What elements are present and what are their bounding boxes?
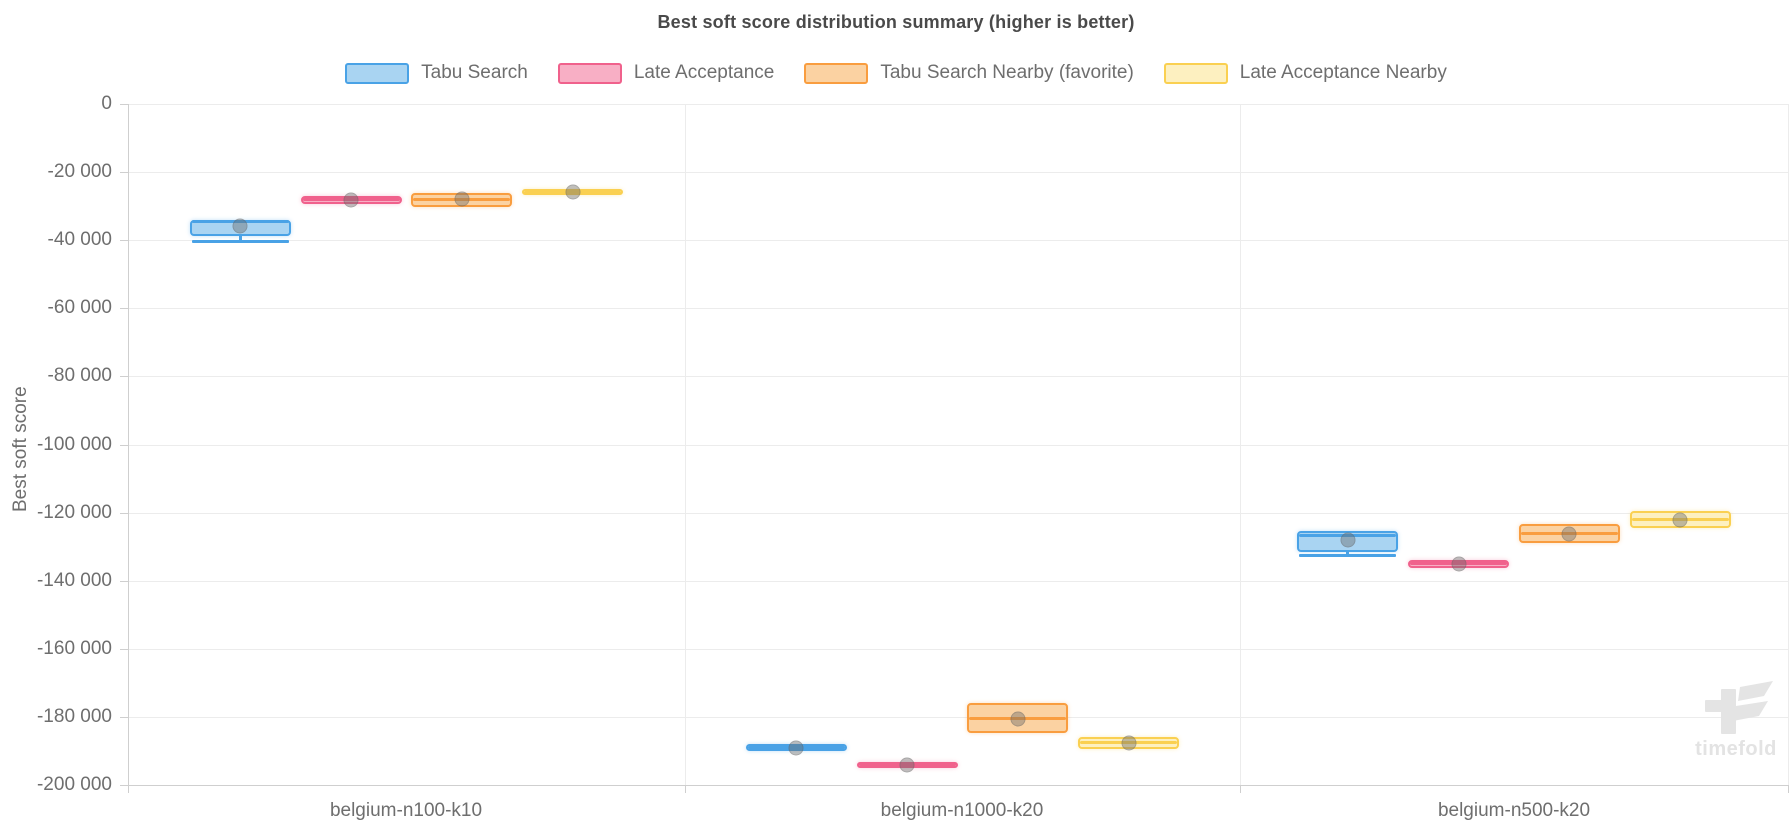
legend-item-tabu-search[interactable]: Tabu Search	[345, 62, 528, 84]
y-axis-tick	[120, 376, 128, 378]
y-axis-tick	[120, 240, 128, 242]
category-label-1: belgium-n100-k10	[329, 800, 483, 821]
mean-dot	[1340, 532, 1356, 548]
panel-separator	[1240, 104, 1241, 785]
y-axis-tick	[120, 512, 128, 514]
gridline	[128, 104, 1788, 105]
box-whisker-line	[1346, 552, 1350, 555]
timefold-watermark: timefold	[1686, 680, 1786, 761]
y-tick-label: -80 000	[47, 365, 112, 387]
x-axis-tick	[1240, 785, 1241, 793]
gridline	[128, 444, 1788, 446]
mean-dot	[1561, 526, 1577, 542]
y-tick-label: 0	[101, 93, 112, 114]
y-tick-label: -200 000	[36, 774, 112, 795]
legend-label: Tabu Search	[421, 62, 528, 83]
gridline	[128, 716, 1788, 718]
y-axis-tick	[120, 104, 128, 105]
gridline	[128, 308, 1788, 310]
y-axis-tick	[120, 308, 128, 310]
y-tick-label: -180 000	[36, 705, 112, 727]
category-label-3: belgium-n500-k20	[1437, 800, 1591, 821]
legend-item-late-acceptance-nearby[interactable]: Late Acceptance Nearby	[1163, 62, 1447, 84]
y-tick-label: -160 000	[36, 637, 112, 659]
panel-separator	[1788, 104, 1789, 785]
legend-swatch-late-acceptance-nearby	[1163, 62, 1228, 84]
box-whisker-cap	[191, 239, 289, 243]
gridline	[128, 648, 1788, 650]
gridline	[128, 580, 1788, 582]
mean-dot	[1672, 512, 1688, 528]
gridline	[128, 172, 1788, 174]
y-axis-line	[128, 104, 129, 793]
y-axis-tick	[120, 580, 128, 582]
box-whisker-cap	[1299, 553, 1397, 557]
x-axis-tick	[685, 785, 686, 793]
y-axis-tick	[120, 444, 128, 446]
gridline	[128, 376, 1788, 378]
chart-title: Best soft score distribution summary (hi…	[657, 12, 1135, 32]
legend-swatch-late-acceptance	[557, 62, 622, 84]
category-label-2: belgium-n1000-k20	[880, 800, 1044, 821]
x-axis-line	[128, 785, 1788, 786]
mean-dot	[565, 184, 581, 200]
y-axis-tick	[120, 716, 128, 718]
panel-separator	[685, 104, 686, 785]
box-whisker-line	[238, 236, 242, 241]
legend-item-tabu-search-nearby[interactable]: Tabu Search Nearby (favorite)	[804, 62, 1134, 84]
mean-dot	[899, 757, 915, 773]
gridline	[128, 512, 1788, 514]
y-tick-label: -120 000	[36, 501, 112, 523]
mean-dot	[343, 192, 359, 208]
legend-swatch-tabu-search-nearby	[804, 62, 869, 84]
y-axis-tick	[120, 172, 128, 174]
legend-label: Late Acceptance Nearby	[1239, 62, 1447, 83]
mean-dot	[1451, 556, 1467, 572]
mean-dot	[1010, 711, 1026, 727]
mean-dot	[788, 740, 804, 756]
timefold-logo-icon	[1705, 681, 1773, 734]
y-tick-label: -20 000	[47, 161, 112, 183]
timefold-text: timefold	[1695, 738, 1777, 760]
legend-label: Late Acceptance	[633, 62, 775, 83]
y-axis-tick	[120, 648, 128, 650]
mean-dot	[1121, 735, 1137, 751]
y-tick-label: -140 000	[36, 569, 112, 591]
gridline	[128, 240, 1788, 242]
legend-swatch-tabu-search	[345, 62, 410, 84]
mean-dot	[232, 218, 248, 234]
mean-dot	[454, 191, 470, 207]
y-axis-tick	[120, 785, 128, 786]
y-tick-label: -100 000	[36, 433, 112, 455]
x-axis-tick	[1788, 785, 1789, 793]
legend: Tabu Search Late Acceptance Tabu Search …	[0, 62, 1792, 84]
y-tick-label: -40 000	[47, 229, 112, 251]
y-tick-label: -60 000	[47, 297, 112, 319]
legend-label: Tabu Search Nearby (favorite)	[880, 62, 1134, 83]
legend-item-late-acceptance[interactable]: Late Acceptance	[557, 62, 775, 84]
